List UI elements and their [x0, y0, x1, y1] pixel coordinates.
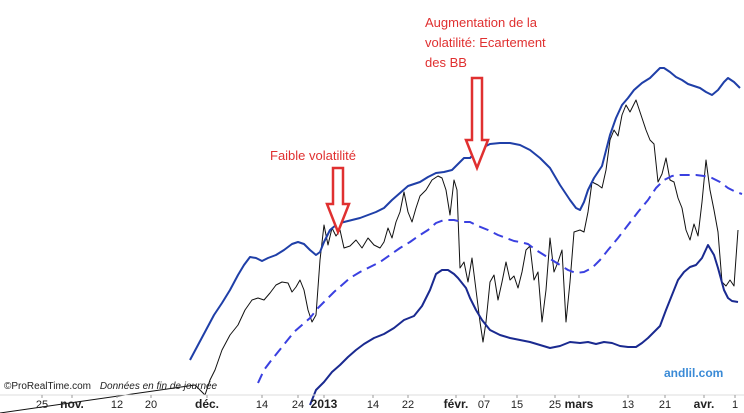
- watermark-andlil: andlil.com: [664, 366, 723, 380]
- x-tick-label: 1: [732, 399, 738, 411]
- x-tick-label: 25: [549, 399, 561, 411]
- x-tick-label: 13: [622, 399, 634, 411]
- x-tick-label: 14: [256, 399, 268, 411]
- x-tick-label: 22: [402, 399, 414, 411]
- x-tick-label: avr.: [694, 397, 715, 411]
- x-tick-label: 20: [145, 399, 157, 411]
- annotation-augmentation-line: volatilité: Ecartement: [425, 35, 546, 50]
- x-tick-label: 07: [478, 399, 490, 411]
- series-middle-band: [257, 174, 743, 384]
- series-price: [0, 99, 739, 413]
- x-tick-label: mars: [565, 397, 594, 411]
- annotation-faible-arrow: [325, 166, 351, 236]
- series-layer: [0, 67, 743, 413]
- x-tick-label: nov.: [60, 397, 84, 411]
- watermark-source: ©ProRealTime.com Données en fin de journ…: [4, 381, 218, 392]
- x-axis: 25 nov. 12 20 déc. 14 24 2013 14 22 févr. 07 15 25 mar…: [0, 394, 744, 411]
- annotation-augmentation-line: des BB: [425, 55, 467, 70]
- annotation-augmentation-label: Augmentation de la volatilité: Ecartement…: [425, 15, 546, 70]
- x-tick-label: 2013: [311, 397, 338, 411]
- x-tick-label: 24: [292, 399, 304, 411]
- annotation-faible-label: Faible volatilité: [270, 148, 356, 163]
- x-tick-label: 21: [659, 399, 671, 411]
- x-tick-label: févr.: [444, 397, 469, 411]
- series-lower-band: [309, 244, 739, 406]
- x-tick-label: 12: [111, 399, 123, 411]
- watermark-source-brand: ©ProRealTime.com: [4, 381, 91, 392]
- annotation-augmentation-arrow: [464, 76, 490, 172]
- annotation-augmentation-line: Augmentation de la: [425, 15, 538, 30]
- x-tick-label: 14: [367, 399, 379, 411]
- annotation-faible-line: Faible volatilité: [270, 148, 356, 163]
- x-tick-label: 25: [36, 399, 48, 411]
- series-upper-band: [189, 67, 741, 361]
- x-tick-label: 15: [511, 399, 523, 411]
- watermark-source-note: Données en fin de journée: [100, 381, 218, 392]
- annotation-layer: Augmentation de la volatilité: Ecartement…: [270, 15, 546, 236]
- x-tick-label: déc.: [195, 397, 219, 411]
